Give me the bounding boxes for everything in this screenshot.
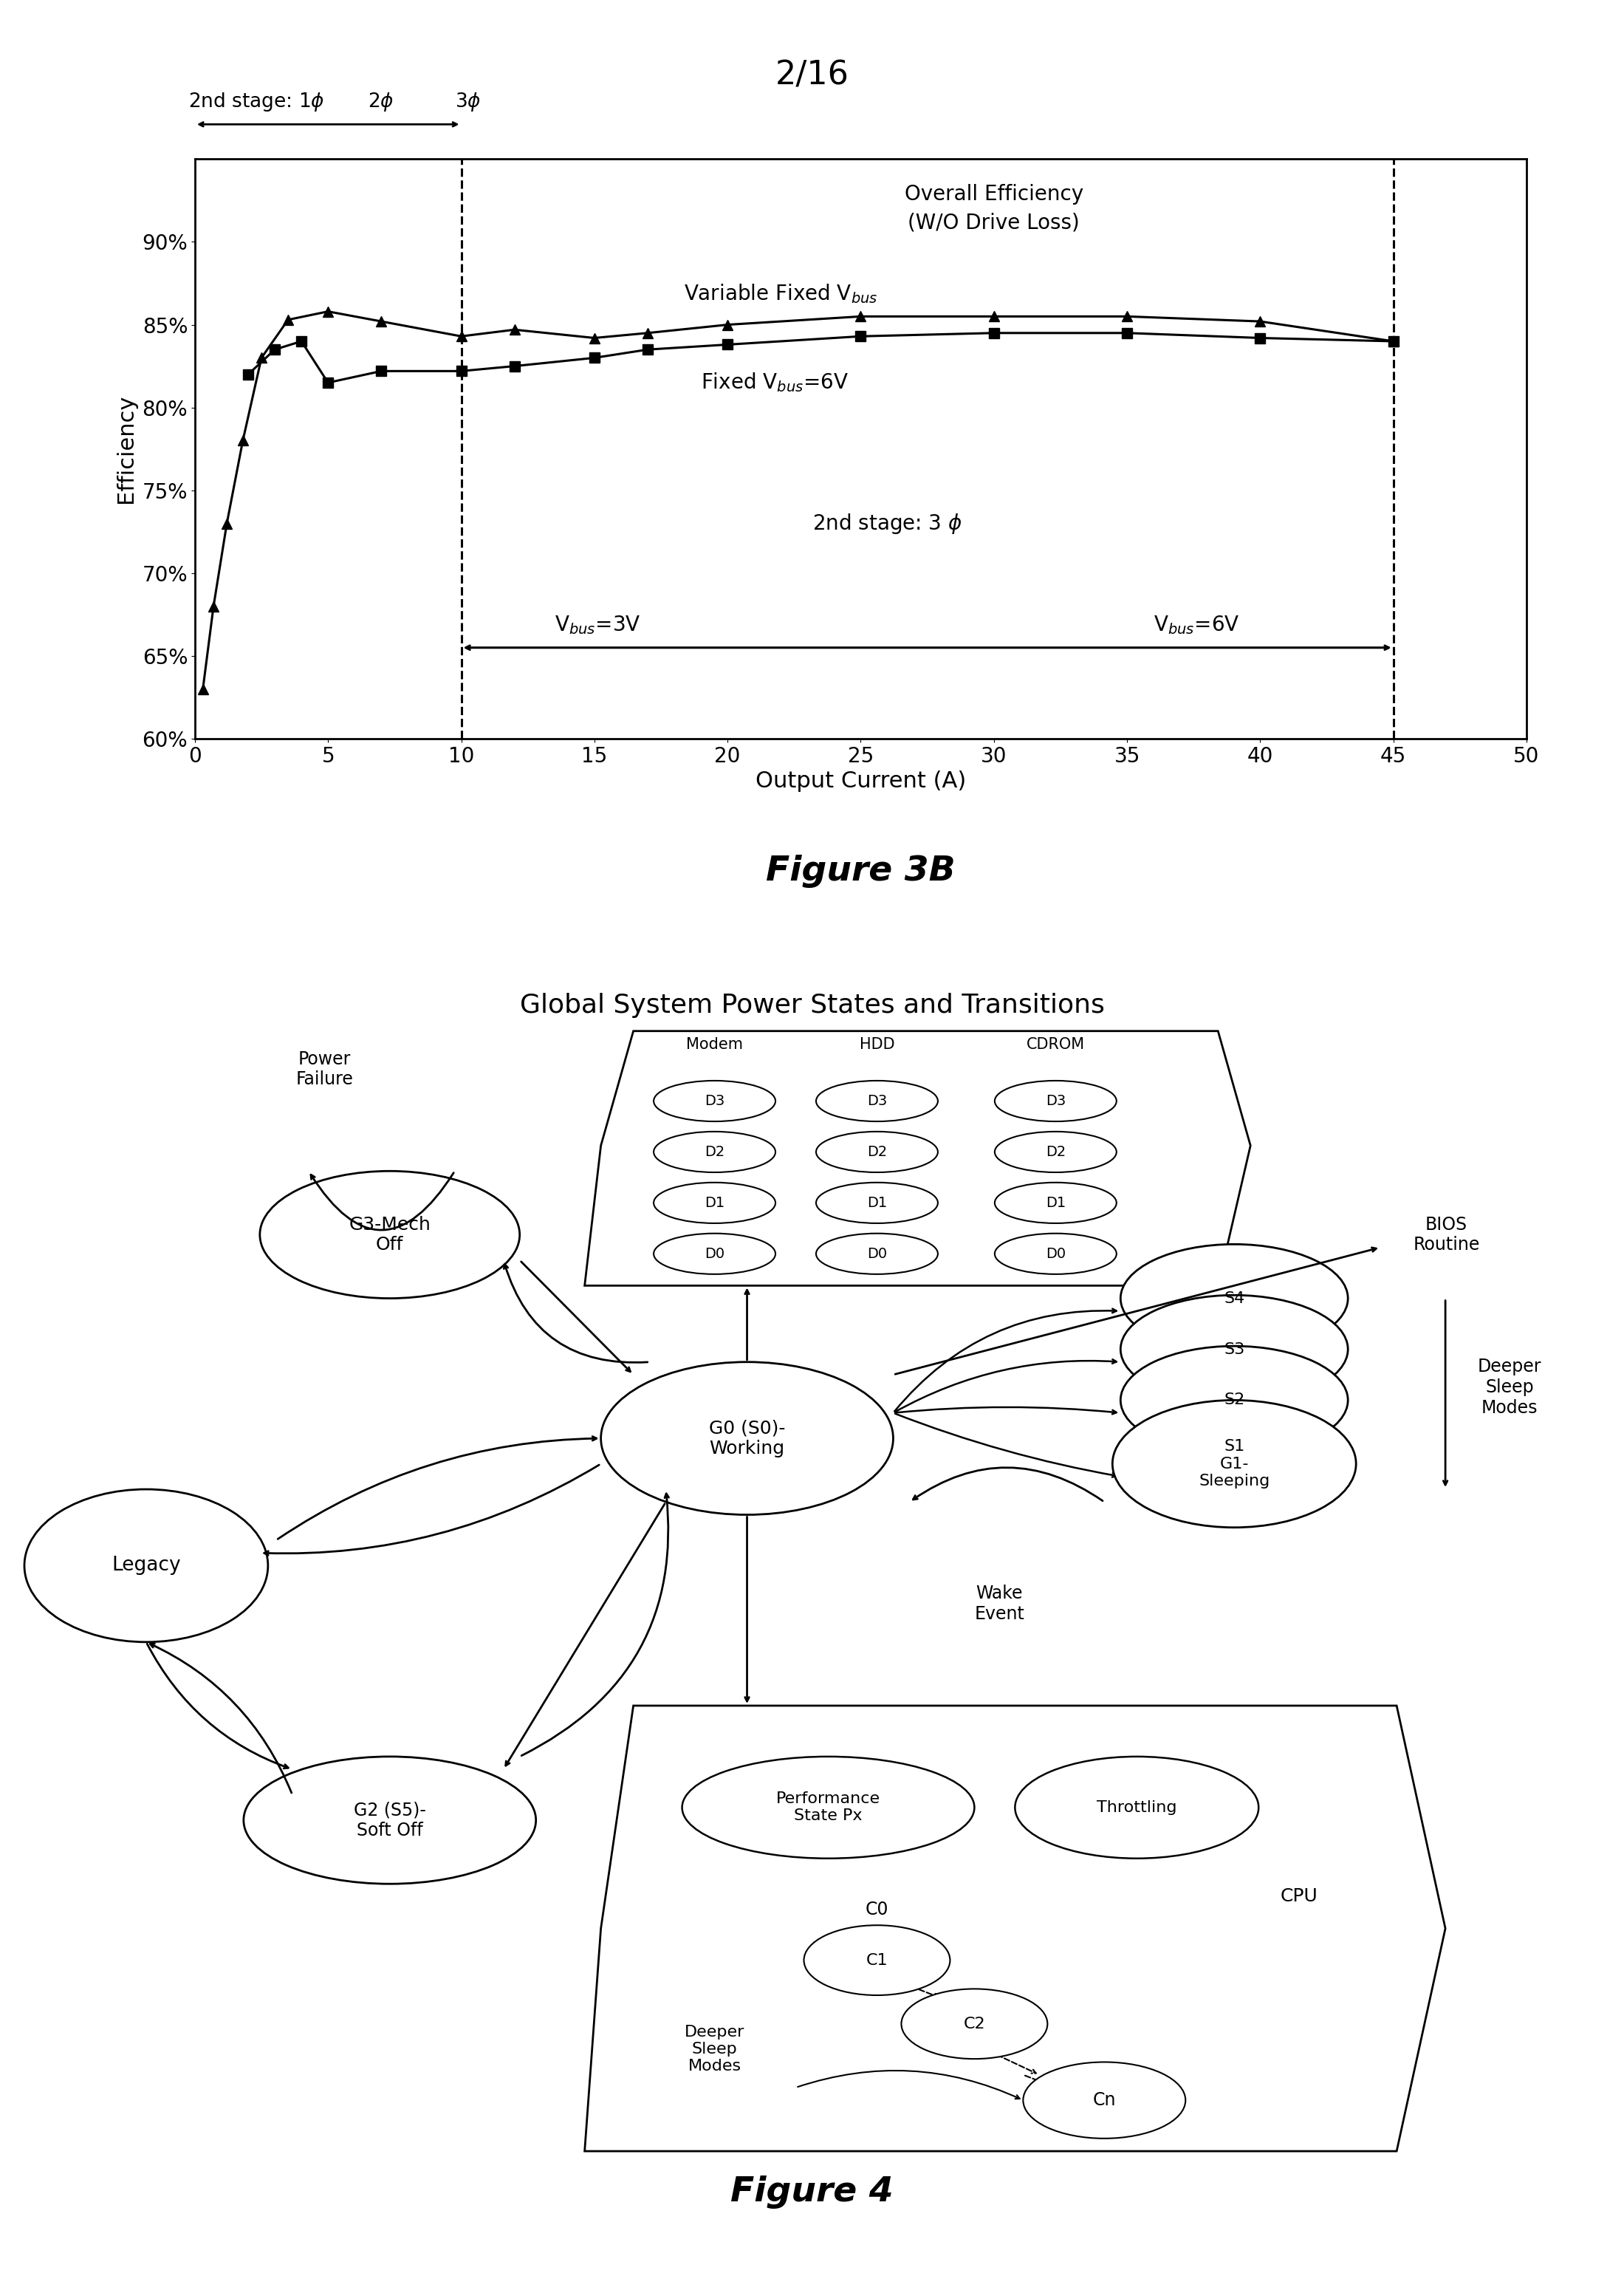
Ellipse shape [815,1080,939,1121]
Ellipse shape [244,1757,536,1884]
Ellipse shape [682,1757,974,1859]
Text: D2: D2 [1046,1146,1065,1159]
Text: D3: D3 [1046,1093,1065,1107]
Text: Deeper
Sleep
Modes: Deeper Sleep Modes [1478,1357,1541,1416]
Ellipse shape [994,1080,1117,1121]
Ellipse shape [815,1132,939,1173]
Text: D1: D1 [867,1196,887,1209]
Ellipse shape [815,1182,939,1223]
Ellipse shape [601,1362,893,1514]
Ellipse shape [653,1182,776,1223]
Text: 2nd stage: 3 $\phi$: 2nd stage: 3 $\phi$ [812,511,963,534]
Text: Cn: Cn [1093,2091,1116,2109]
Ellipse shape [653,1080,776,1121]
Text: Performance
State Px: Performance State Px [776,1791,880,1823]
Text: V$_{bus}$=6V: V$_{bus}$=6V [1153,614,1239,636]
Text: 2nd stage: 1$\phi$: 2nd stage: 1$\phi$ [188,91,325,114]
Text: Power
Failure: Power Failure [296,1050,354,1089]
Text: Legacy: Legacy [112,1557,180,1575]
Text: D2: D2 [867,1146,887,1159]
Ellipse shape [653,1132,776,1173]
Text: G0 (S0)-
Working: G0 (S0)- Working [708,1418,786,1457]
Text: D1: D1 [705,1196,724,1209]
Text: D0: D0 [867,1248,887,1262]
Text: S1
G1-
Sleeping: S1 G1- Sleeping [1199,1439,1270,1489]
Text: CDROM: CDROM [1026,1036,1085,1052]
Ellipse shape [994,1182,1117,1223]
Y-axis label: Efficiency: Efficiency [115,396,136,502]
Text: S3: S3 [1224,1341,1244,1357]
Ellipse shape [994,1132,1117,1173]
Text: S4: S4 [1224,1291,1244,1305]
Text: BIOS
Routine: BIOS Routine [1413,1216,1479,1255]
Text: 3$\phi$: 3$\phi$ [455,91,481,114]
Ellipse shape [804,1925,950,1996]
Ellipse shape [653,1234,776,1275]
Text: Modem: Modem [685,1036,744,1052]
X-axis label: Output Current (A): Output Current (A) [755,771,966,791]
Text: 2/16: 2/16 [775,59,849,91]
Text: Overall Efficiency: Overall Efficiency [905,184,1083,205]
Ellipse shape [1121,1346,1348,1455]
Text: Wake
Event: Wake Event [974,1584,1025,1623]
Ellipse shape [994,1234,1117,1275]
Text: Variable Fixed V$_{bus}$: Variable Fixed V$_{bus}$ [684,282,879,305]
Text: C0: C0 [866,1900,888,1918]
Text: V$_{bus}$=3V: V$_{bus}$=3V [554,614,640,636]
Text: Figure 4: Figure 4 [731,2175,893,2209]
Text: G3-Mech
Off: G3-Mech Off [349,1216,430,1255]
Text: Deeper
Sleep
Modes: Deeper Sleep Modes [684,2025,745,2073]
Ellipse shape [24,1489,268,1641]
Text: 2$\phi$: 2$\phi$ [369,91,395,114]
Text: HDD: HDD [859,1036,895,1052]
Ellipse shape [1112,1400,1356,1527]
Ellipse shape [1121,1243,1348,1352]
Ellipse shape [260,1171,520,1298]
Text: S2: S2 [1224,1393,1244,1407]
Text: D3: D3 [705,1093,724,1107]
Ellipse shape [1121,1296,1348,1402]
Text: CPU: CPU [1280,1889,1319,1905]
Text: D0: D0 [705,1248,724,1262]
Text: G2 (S5)-
Soft Off: G2 (S5)- Soft Off [354,1800,425,1839]
Text: C2: C2 [963,2016,986,2032]
Text: Throttling: Throttling [1096,1800,1177,1814]
Text: (W/O Drive Loss): (W/O Drive Loss) [908,211,1080,232]
Ellipse shape [901,1989,1047,2059]
Text: D3: D3 [867,1093,887,1107]
Text: D2: D2 [705,1146,724,1159]
Ellipse shape [1023,2062,1186,2139]
Ellipse shape [815,1234,939,1275]
Text: C1: C1 [866,1953,888,1968]
Text: Figure 3B: Figure 3B [767,855,955,889]
Ellipse shape [1015,1757,1259,1859]
Text: Global System Power States and Transitions: Global System Power States and Transitio… [520,993,1104,1018]
Text: D0: D0 [1046,1248,1065,1262]
Text: Fixed V$_{bus}$=6V: Fixed V$_{bus}$=6V [702,370,849,393]
Text: D1: D1 [1046,1196,1065,1209]
